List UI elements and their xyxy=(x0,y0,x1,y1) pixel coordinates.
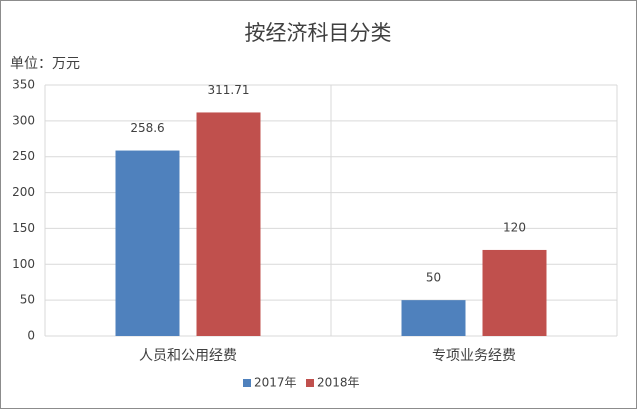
y-tick-label: 350 xyxy=(12,78,35,92)
y-tick-label: 0 xyxy=(27,329,35,343)
chart-title: 按经济科目分类 xyxy=(245,21,392,45)
legend-label: 2018年 xyxy=(317,376,360,390)
unit-label: 单位：万元 xyxy=(10,56,80,72)
value-label: 258.6 xyxy=(130,121,164,135)
x-tick-label: 专项业务经费 xyxy=(432,348,516,364)
value-label: 50 xyxy=(426,271,441,285)
y-tick-label: 50 xyxy=(20,293,35,307)
value-label: 311.71 xyxy=(208,83,250,97)
bar xyxy=(196,112,261,336)
y-tick-label: 300 xyxy=(12,113,35,127)
value-label: 120 xyxy=(503,220,526,234)
legend-swatch xyxy=(243,379,251,387)
bar xyxy=(401,300,466,336)
y-tick-label: 200 xyxy=(12,185,35,199)
y-tick-label: 250 xyxy=(12,149,35,163)
x-tick-label: 人员和公用经费 xyxy=(139,348,237,364)
bar xyxy=(115,150,180,336)
y-tick-label: 100 xyxy=(12,257,35,271)
bar xyxy=(482,249,547,336)
legend-label: 2017年 xyxy=(254,376,297,390)
legend-swatch xyxy=(306,379,314,387)
y-tick-label: 150 xyxy=(12,221,35,235)
